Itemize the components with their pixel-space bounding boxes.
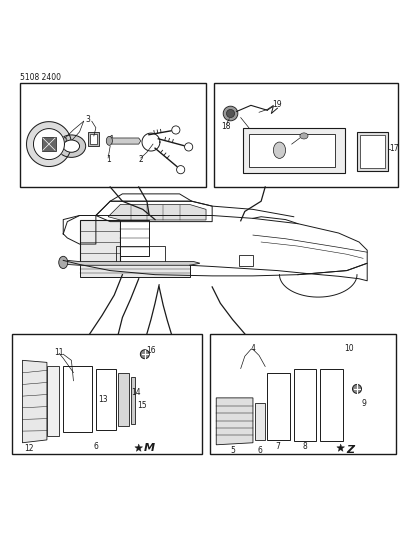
Polygon shape [118,373,129,426]
Bar [243,128,345,173]
Bar [271,378,287,433]
Text: 6: 6 [258,446,263,455]
Polygon shape [267,373,290,440]
Polygon shape [47,367,59,436]
Bar [116,246,165,269]
Polygon shape [27,122,71,166]
Polygon shape [42,137,56,151]
Text: 16: 16 [146,345,156,354]
Bar [80,264,190,277]
Text: 19: 19 [273,100,282,109]
Text: 5108 2400: 5108 2400 [20,72,61,82]
Text: 9: 9 [362,400,367,408]
Bar [20,83,206,187]
Bar [90,134,97,144]
Ellipse shape [273,142,286,158]
Bar [249,134,335,166]
Bar [88,132,99,146]
Polygon shape [131,377,135,424]
Bar [297,376,313,434]
Bar [210,334,396,454]
Text: 3: 3 [85,115,90,124]
Text: 5: 5 [230,446,235,455]
Polygon shape [108,135,141,144]
Text: M: M [143,443,155,453]
Text: 15: 15 [137,401,147,410]
Bar [67,373,88,426]
Polygon shape [63,367,92,432]
Ellipse shape [60,138,67,143]
Bar [357,132,388,171]
Polygon shape [216,398,253,445]
Ellipse shape [59,256,68,269]
Text: Z: Z [346,445,354,455]
Text: 18: 18 [222,122,231,131]
Polygon shape [255,403,265,440]
Bar [12,334,202,454]
Text: 4: 4 [251,344,255,353]
Text: 17: 17 [390,144,399,154]
Bar [239,255,253,265]
Polygon shape [294,368,316,441]
Circle shape [223,106,238,121]
Text: 8: 8 [303,442,308,451]
Text: 2: 2 [138,155,143,164]
Ellipse shape [300,133,308,139]
Polygon shape [320,368,343,441]
Polygon shape [33,128,64,159]
Circle shape [353,384,361,393]
Text: 14: 14 [131,389,141,398]
Bar [120,220,149,256]
Circle shape [140,350,149,359]
Ellipse shape [63,140,80,152]
Ellipse shape [57,135,86,157]
Bar [214,83,398,187]
Text: 13: 13 [98,394,108,403]
Polygon shape [22,360,47,443]
Polygon shape [108,205,206,220]
Bar [360,135,385,168]
Bar [80,220,120,264]
Polygon shape [96,369,116,430]
Bar [99,375,113,424]
Ellipse shape [106,136,113,146]
Polygon shape [337,444,345,451]
Polygon shape [63,261,200,265]
Circle shape [226,109,235,118]
Text: 7: 7 [275,442,280,451]
Text: 11: 11 [54,348,64,357]
Text: 1: 1 [106,155,111,164]
Polygon shape [135,444,143,451]
Bar [324,376,340,434]
Text: 10: 10 [344,344,354,353]
Text: 12: 12 [24,445,34,454]
Text: 6: 6 [93,442,98,451]
